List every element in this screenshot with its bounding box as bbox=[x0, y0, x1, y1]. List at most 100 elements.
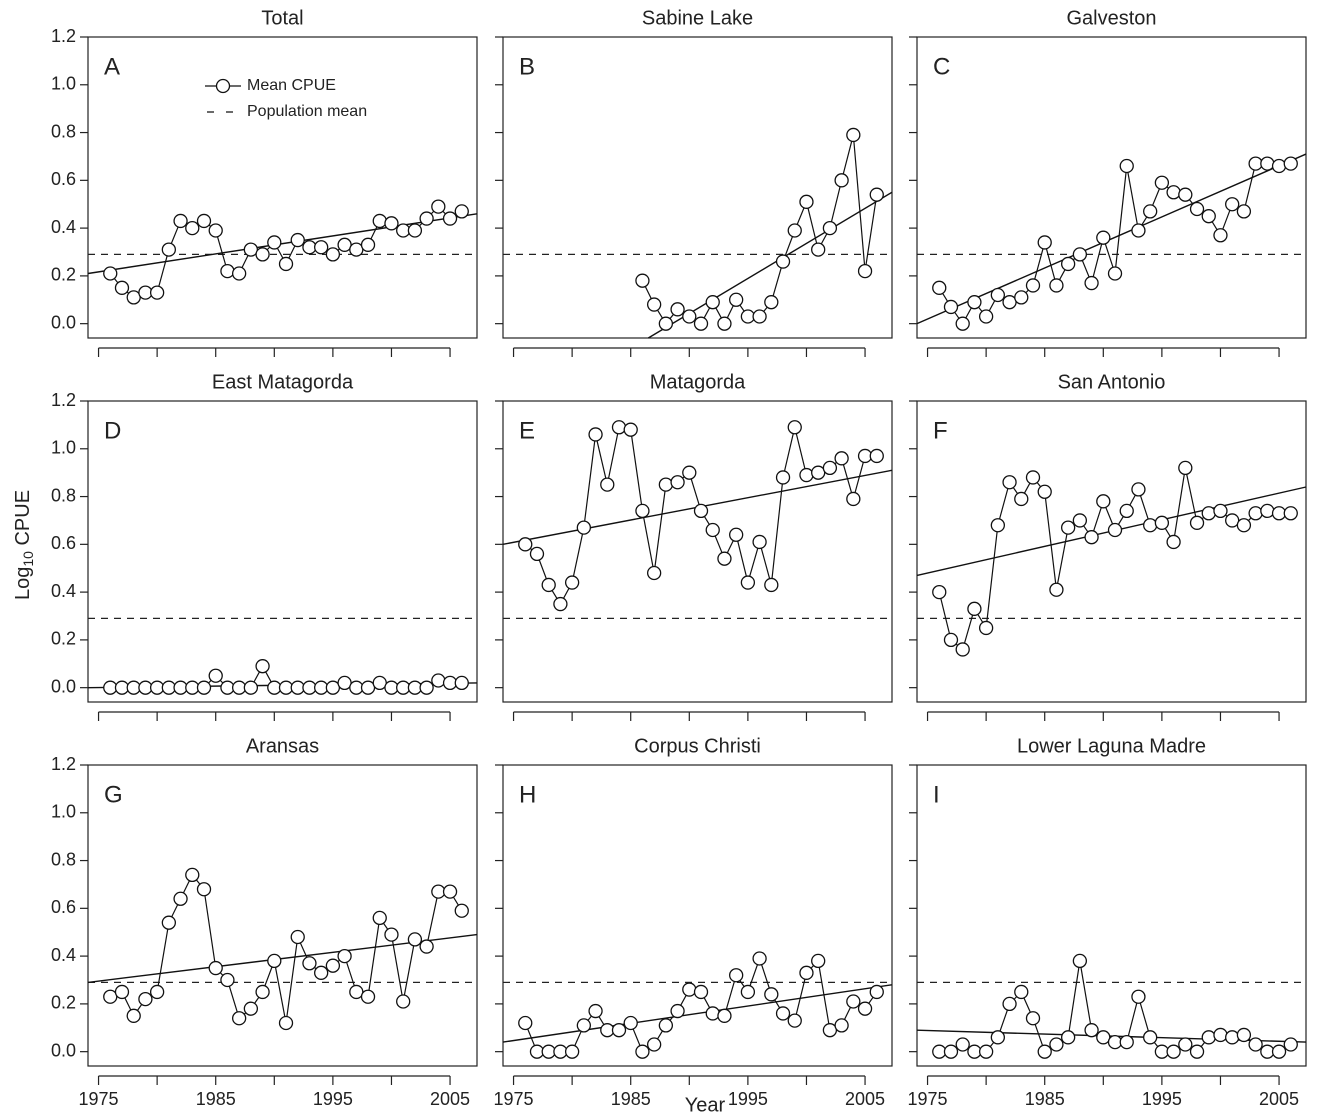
cpue-point bbox=[600, 477, 615, 492]
plot-frame bbox=[87, 400, 478, 703]
plot-frame bbox=[502, 764, 893, 1067]
cpue-point bbox=[1248, 156, 1263, 171]
cpue-point bbox=[138, 680, 153, 695]
panel-title: Corpus Christi bbox=[634, 735, 761, 757]
cpue-point bbox=[1201, 209, 1216, 224]
cpue-point bbox=[337, 237, 352, 252]
cpue-point bbox=[173, 213, 188, 229]
y-tick-label: 0.6 bbox=[51, 533, 76, 553]
cpue-point bbox=[623, 1015, 638, 1031]
cpue-point bbox=[1060, 520, 1076, 535]
legend-label: Mean CPUE bbox=[247, 77, 336, 94]
cpue-point bbox=[658, 1018, 674, 1033]
cpue-point bbox=[811, 465, 826, 480]
cpue-point bbox=[161, 915, 176, 930]
cpue-point bbox=[419, 680, 434, 695]
cpue-point bbox=[1236, 1027, 1252, 1043]
cpue-point bbox=[267, 680, 282, 695]
cpue-point bbox=[1096, 1030, 1111, 1045]
plot-frame bbox=[916, 36, 1307, 339]
cpue-point bbox=[442, 884, 458, 899]
cpue-point bbox=[752, 309, 767, 324]
cpue-point bbox=[1107, 522, 1123, 538]
cpue-point bbox=[114, 680, 130, 695]
cpue-point bbox=[978, 620, 994, 636]
cpue-point bbox=[682, 982, 697, 997]
cpue-point bbox=[799, 467, 814, 483]
cpue-point bbox=[208, 960, 223, 976]
cpue-point bbox=[349, 984, 364, 1000]
cpue-point bbox=[243, 680, 259, 695]
cpue-point bbox=[553, 1044, 568, 1059]
cpue-point bbox=[1049, 278, 1064, 293]
y-tick-label: 0.6 bbox=[51, 169, 76, 189]
cpue-point bbox=[126, 290, 141, 305]
cpue-point bbox=[325, 247, 341, 262]
cpue-point bbox=[278, 680, 294, 695]
cpue-point bbox=[955, 642, 970, 657]
cpue-point bbox=[846, 491, 861, 507]
cpue-line bbox=[938, 163, 1291, 325]
cpue-point bbox=[529, 546, 545, 562]
cpue-point bbox=[1084, 530, 1099, 545]
cpue-point bbox=[576, 1018, 591, 1033]
cpue-point bbox=[243, 1001, 259, 1016]
cpue-point bbox=[1143, 204, 1158, 219]
cpue-point bbox=[325, 958, 341, 973]
cpue-point bbox=[1236, 518, 1252, 533]
panel-letter: I bbox=[933, 781, 940, 808]
panel-title: Aransas bbox=[246, 735, 319, 757]
cpue-point bbox=[185, 220, 200, 236]
cpue-point bbox=[717, 1008, 732, 1023]
cpue-point bbox=[846, 127, 861, 143]
panel: San Antonio F bbox=[909, 371, 1307, 721]
cpue-point bbox=[1271, 1044, 1287, 1059]
cpue-point bbox=[943, 632, 959, 648]
cpue-point bbox=[1119, 503, 1134, 519]
y-axis-label: Log10 CPUE bbox=[12, 490, 35, 600]
cpue-point bbox=[1014, 984, 1029, 1000]
cpue-point bbox=[955, 316, 970, 331]
panel-title: Total bbox=[261, 7, 303, 29]
cpue-point bbox=[600, 1023, 615, 1038]
cpue-point bbox=[764, 577, 779, 593]
cpue-point bbox=[442, 211, 458, 226]
y-tick-label: 0.0 bbox=[51, 312, 76, 332]
cpue-point bbox=[1178, 187, 1193, 202]
cpue-point bbox=[278, 256, 294, 272]
cpue-point bbox=[1271, 158, 1287, 174]
cpue-point bbox=[396, 994, 411, 1009]
cpue-point bbox=[635, 1044, 650, 1059]
cpue-point bbox=[185, 680, 200, 695]
cpue-point bbox=[1119, 1034, 1134, 1050]
cpue-point bbox=[869, 984, 884, 1000]
cpue-point bbox=[1002, 475, 1017, 490]
cpue-point bbox=[717, 551, 732, 566]
cpue-point bbox=[220, 972, 235, 988]
cpue-point bbox=[1014, 491, 1029, 507]
cpue-point bbox=[811, 953, 826, 969]
cpue-point bbox=[196, 213, 212, 229]
cpue-point bbox=[1154, 515, 1170, 530]
cpue-point bbox=[1225, 197, 1240, 212]
y-tick-label: 0.0 bbox=[51, 676, 76, 696]
cpue-point bbox=[126, 680, 141, 695]
cpue-point bbox=[442, 675, 458, 691]
y-label-sub: 10 bbox=[20, 551, 36, 567]
cpue-point bbox=[407, 680, 423, 695]
cpue-point bbox=[196, 882, 212, 897]
cpue-point bbox=[588, 1003, 603, 1019]
cpue-point bbox=[1037, 484, 1052, 499]
cpue-point bbox=[717, 316, 732, 331]
cpue-point bbox=[967, 295, 982, 310]
plot-frame bbox=[916, 400, 1307, 703]
cpue-point bbox=[384, 680, 399, 695]
panel-letter: E bbox=[519, 417, 535, 444]
cpue-point bbox=[454, 675, 469, 691]
cpue-point bbox=[611, 1023, 627, 1038]
x-tick-label: 2005 bbox=[1259, 1089, 1299, 1109]
cpue-point bbox=[729, 527, 744, 542]
cpue-point bbox=[1025, 470, 1041, 485]
cpue-point bbox=[1143, 518, 1158, 533]
cpue-point bbox=[314, 680, 329, 695]
